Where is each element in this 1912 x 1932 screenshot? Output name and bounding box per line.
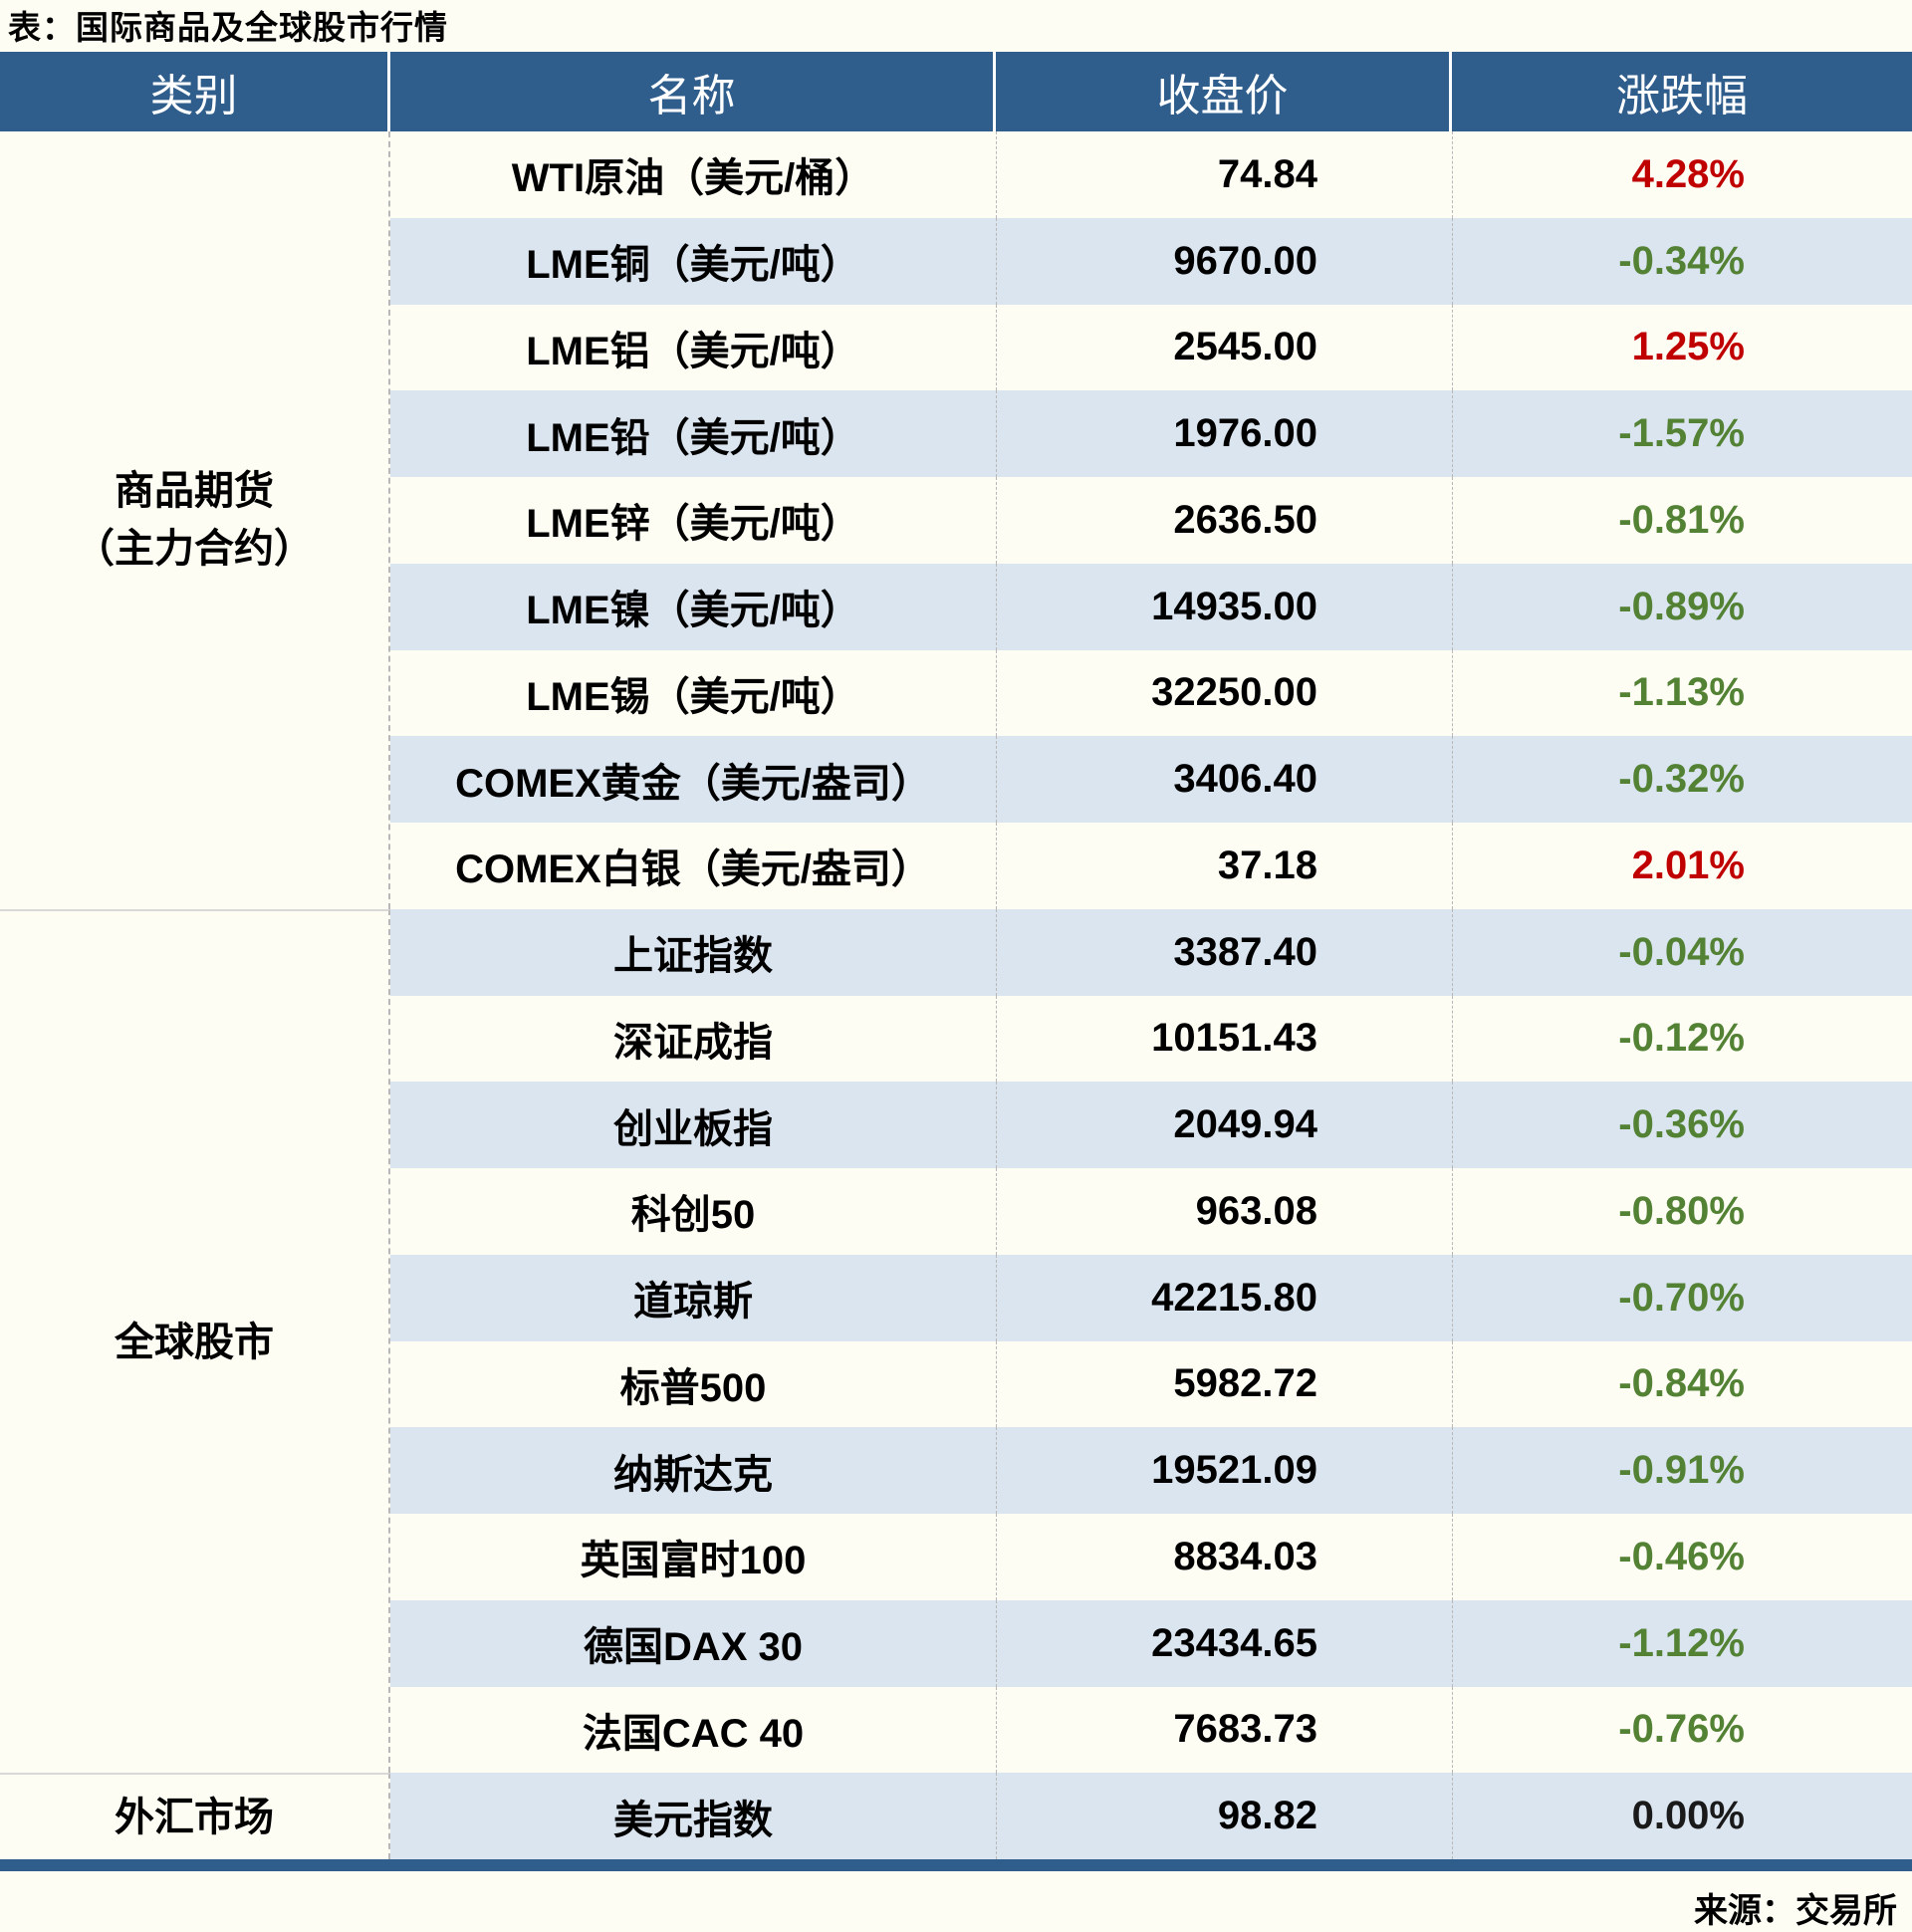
close-price: 37.18 (996, 823, 1452, 909)
close-price: 74.84 (996, 131, 1452, 218)
table-row: 道琼斯 42215.80 -0.70% (390, 1254, 1912, 1341)
change-percent: -0.89% (1452, 563, 1912, 650)
close-price: 14935.00 (996, 563, 1452, 650)
change-percent: 2.01% (1452, 823, 1912, 909)
close-price: 10151.43 (996, 995, 1452, 1083)
change-percent: -0.12% (1452, 995, 1912, 1083)
instrument-name: LME铝（美元/吨） (526, 329, 860, 373)
change-percent: -0.36% (1452, 1082, 1912, 1168)
close-price: 2545.00 (996, 304, 1452, 391)
change-percent: -0.91% (1452, 1427, 1912, 1514)
change-percent: -1.12% (1452, 1599, 1912, 1687)
instrument-name: 法国CAC 40 (582, 1711, 805, 1756)
close-price: 19521.09 (996, 1427, 1452, 1514)
close-price: 3406.40 (996, 736, 1452, 823)
category-label-line: 外汇市场 (115, 1795, 274, 1839)
instrument-name: 英国富时100 (580, 1539, 807, 1583)
instrument-name: LME铜（美元/吨） (526, 243, 860, 288)
column-header-name: 名称 (390, 52, 996, 131)
close-price: 963.08 (996, 1168, 1452, 1255)
change-percent: -0.34% (1452, 217, 1912, 305)
table-row: 创业板指 2049.94 -0.36% (390, 1082, 1912, 1168)
market-table: 类别 名称 收盘价 涨跌幅 商品期货 （主力合约） 全球股市外汇市场 WTI原油（美… (0, 52, 1912, 1859)
column-header-category: 类别 (0, 52, 390, 131)
instrument-name: 标普500 (619, 1365, 767, 1410)
category-cell-1: 全球股市 (0, 908, 390, 1774)
close-price: 42215.80 (996, 1254, 1452, 1341)
close-price: 32250.00 (996, 649, 1452, 737)
instrument-name: LME镍（美元/吨） (526, 589, 860, 633)
change-percent: 0.00% (1452, 1773, 1912, 1859)
table-title: 表：国际商品及全球股市行情 (8, 9, 448, 46)
instrument-name: COMEX黄金（美元/盎司） (455, 761, 931, 806)
close-price: 7683.73 (996, 1686, 1452, 1774)
change-percent: -0.46% (1452, 1514, 1912, 1600)
table-row: LME镍（美元/吨） 14935.00 -0.89% (390, 563, 1912, 650)
category-cell-0: 商品期货 （主力合约） (0, 131, 390, 909)
change-percent: -0.76% (1452, 1686, 1912, 1774)
close-price: 8834.03 (996, 1514, 1452, 1600)
close-price: 5982.72 (996, 1340, 1452, 1428)
table-row: LME铜（美元/吨） 9670.00 -0.34% (390, 217, 1912, 305)
table-row: 法国CAC 40 7683.73 -0.76% (390, 1686, 1912, 1774)
close-price: 2636.50 (996, 477, 1452, 564)
instrument-name: 美元指数 (613, 1798, 773, 1842)
instrument-name: 道琼斯 (633, 1280, 753, 1325)
column-header-change: 涨跌幅 (1616, 72, 1748, 121)
instrument-name: COMEX白银（美元/盎司） (455, 847, 931, 892)
close-price: 2049.94 (996, 1082, 1452, 1168)
table-row: 英国富时100 8834.03 -0.46% (390, 1514, 1912, 1600)
table-row: 深证成指 10151.43 -0.12% (390, 995, 1912, 1083)
table-row: COMEX白银（美元/盎司） 37.18 2.01% (390, 823, 1912, 909)
table-header-row: 类别 名称 收盘价 涨跌幅 (0, 52, 1912, 131)
close-price: 98.82 (996, 1773, 1452, 1859)
close-price: 9670.00 (996, 217, 1452, 305)
change-percent: 1.25% (1452, 304, 1912, 391)
change-percent: -1.57% (1452, 390, 1912, 477)
column-header-close: 收盘价 (996, 52, 1452, 131)
source-note: 来源：交易所 (1694, 1892, 1897, 1930)
table-row: 德国DAX 30 23434.65 -1.12% (390, 1599, 1912, 1687)
table-bottom-border (0, 1859, 1912, 1871)
instrument-name: 科创50 (630, 1193, 756, 1238)
table-row: LME锌（美元/吨） 2636.50 -0.81% (390, 477, 1912, 564)
change-percent: -0.80% (1452, 1168, 1912, 1255)
rows-column: WTI原油（美元/桶） 74.84 4.28% LME铜（美元/吨） 9670.00 -0… (390, 131, 1912, 1859)
instrument-name: 纳斯达克 (613, 1452, 773, 1497)
category-cell-2: 外汇市场 (0, 1773, 390, 1859)
category-label-line: （主力合约） (75, 527, 314, 572)
category-label-line: 商品期货 (115, 469, 274, 514)
table-row: COMEX黄金（美元/盎司） 3406.40 -0.32% (390, 736, 1912, 823)
table-row: 上证指数 3387.40 -0.04% (390, 908, 1912, 996)
change-percent: -0.04% (1452, 908, 1912, 996)
close-price: 1976.00 (996, 390, 1452, 477)
instrument-name: LME锌（美元/吨） (526, 502, 860, 547)
change-percent: -0.32% (1452, 736, 1912, 823)
table-body: 商品期货 （主力合约） 全球股市外汇市场 WTI原油（美元/桶） 74.84 4.28%… (0, 131, 1912, 1859)
change-percent: -0.70% (1452, 1254, 1912, 1341)
table-row: LME锡（美元/吨） 32250.00 -1.13% (390, 649, 1912, 737)
instrument-name: 创业板指 (613, 1106, 773, 1151)
category-label-line: 全球股市 (115, 1320, 274, 1364)
table-row: 标普500 5982.72 -0.84% (390, 1340, 1912, 1428)
change-percent: -1.13% (1452, 649, 1912, 737)
instrument-name: 上证指数 (613, 934, 773, 979)
instrument-name: LME锡（美元/吨） (526, 674, 860, 719)
category-column: 商品期货 （主力合约） 全球股市外汇市场 (0, 131, 390, 1859)
instrument-name: 深证成指 (613, 1020, 773, 1065)
close-price: 3387.40 (996, 908, 1452, 996)
instrument-name: WTI原油（美元/桶） (511, 156, 875, 201)
close-price: 23434.65 (996, 1599, 1452, 1687)
table-row: WTI原油（美元/桶） 74.84 4.28% (390, 131, 1912, 218)
instrument-name: LME铅（美元/吨） (526, 415, 860, 460)
table-row: 美元指数 98.82 0.00% (390, 1773, 1912, 1859)
table-row: LME铅（美元/吨） 1976.00 -1.57% (390, 390, 1912, 477)
change-percent: -0.84% (1452, 1340, 1912, 1428)
table-row: LME铝（美元/吨） 2545.00 1.25% (390, 304, 1912, 391)
change-percent: 4.28% (1452, 131, 1912, 218)
table-row: 科创50 963.08 -0.80% (390, 1168, 1912, 1255)
instrument-name: 德国DAX 30 (583, 1625, 804, 1670)
change-percent: -0.81% (1452, 477, 1912, 564)
table-row: 纳斯达克 19521.09 -0.91% (390, 1427, 1912, 1514)
